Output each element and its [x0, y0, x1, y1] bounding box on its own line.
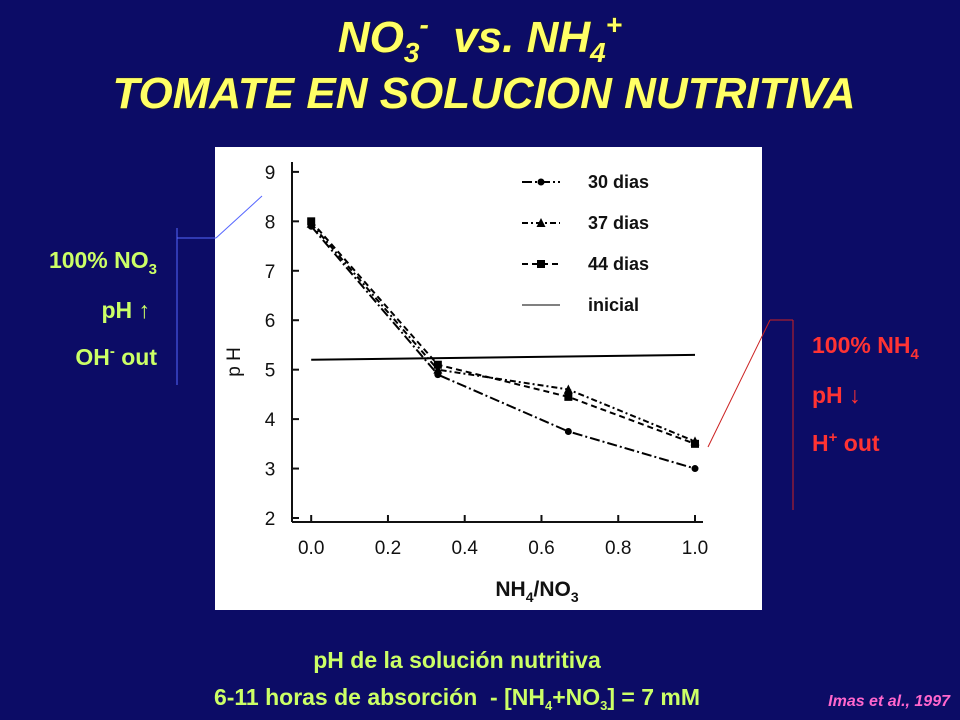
- y-tick-label: 4: [265, 410, 276, 431]
- x-tick-label: 0.6: [528, 538, 554, 559]
- marker: [563, 384, 573, 394]
- superscript: +: [606, 9, 622, 40]
- text: /NO: [534, 578, 571, 601]
- text: NO: [338, 13, 404, 62]
- marker: [564, 427, 572, 435]
- text: NH: [495, 578, 525, 601]
- text: ] = 7 mM: [607, 684, 700, 710]
- citation: Imas et al., 1997: [828, 693, 951, 710]
- legend-marker: [536, 218, 546, 227]
- title-line1: NO3- vs. NH4+: [338, 9, 622, 68]
- text: 100% NO: [49, 247, 149, 273]
- subscript: 4: [526, 589, 534, 605]
- plot: 2 3 4 5 6 7 8 9 0.0 0.2 0.4 0.6 0.8 1.0 30 dias 37 dias…: [265, 162, 708, 559]
- left-note-line2: pH ↑: [101, 297, 150, 323]
- x-tick-label: 0.8: [605, 538, 631, 559]
- superscript: +: [829, 429, 838, 446]
- legend-label: inicial: [588, 295, 639, 315]
- y-tick-label: 6: [265, 311, 276, 332]
- x-tick-label: 1.0: [682, 538, 708, 559]
- subscript: 3: [149, 261, 157, 278]
- marker: [564, 392, 573, 401]
- y-tick-label: 5: [265, 361, 276, 382]
- caption-line1: pH de la solución nutritiva: [313, 647, 601, 673]
- pointer: [707, 319, 771, 448]
- text: 6-11 horas de absorción - [NH: [214, 684, 545, 710]
- text: 100% NH: [812, 332, 910, 358]
- marker: [691, 465, 699, 473]
- marker: [307, 217, 316, 226]
- y-tick-label: 7: [265, 262, 276, 283]
- x-axis-label: NH4/NO3: [495, 578, 578, 605]
- subscript: 4: [910, 346, 919, 363]
- y-tick-label: 9: [265, 163, 276, 184]
- text: out: [837, 430, 879, 456]
- y-axis-label: p H: [224, 347, 245, 377]
- title-line2: TOMATE EN SOLUCION NUTRITIVA: [112, 69, 855, 118]
- text: out: [115, 344, 157, 370]
- subscript: 3: [404, 37, 420, 68]
- marker: [433, 364, 443, 374]
- left-note-line3: OH- out: [75, 343, 157, 370]
- right-note-line2: pH ↓: [812, 382, 861, 408]
- series-line: [311, 353, 696, 361]
- legend-label: 37 dias: [588, 213, 649, 233]
- series-line: [310, 225, 696, 470]
- subscript: 4: [589, 37, 606, 68]
- y-tick-label: 3: [265, 460, 276, 481]
- series-line: [310, 223, 696, 443]
- text: +NO: [552, 684, 600, 710]
- pointer: [215, 195, 263, 239]
- y-tick-label: 2: [265, 509, 276, 530]
- chart-background: [215, 147, 762, 610]
- x-tick-label: 0.2: [375, 538, 401, 559]
- left-note-line1: 100% NO3: [49, 247, 157, 278]
- subscript: 3: [571, 589, 579, 605]
- y-tick-label: 8: [265, 212, 276, 233]
- legend-marker: [537, 178, 545, 186]
- marker: [433, 360, 442, 369]
- superscript: -: [110, 343, 115, 360]
- marker: [691, 439, 699, 448]
- legend-label: 44 dias: [588, 254, 649, 274]
- subscript: 4: [545, 698, 553, 713]
- x-tick-label: 0.0: [298, 538, 324, 559]
- right-note-line1: 100% NH4: [812, 332, 919, 363]
- text: H: [812, 430, 829, 456]
- caption-line2: 6-11 horas de absorción - [NH4+NO3] = 7 …: [214, 684, 700, 713]
- text: OH: [75, 344, 110, 370]
- legend-label: 30 dias: [588, 172, 649, 192]
- right-note-line3: H+ out: [812, 429, 880, 456]
- x-tick-label: 0.4: [452, 538, 479, 559]
- superscript: -: [419, 9, 428, 40]
- subscript: 3: [600, 698, 607, 713]
- legend-marker: [537, 260, 545, 268]
- text: vs. NH: [429, 13, 592, 62]
- series-line: [310, 220, 696, 445]
